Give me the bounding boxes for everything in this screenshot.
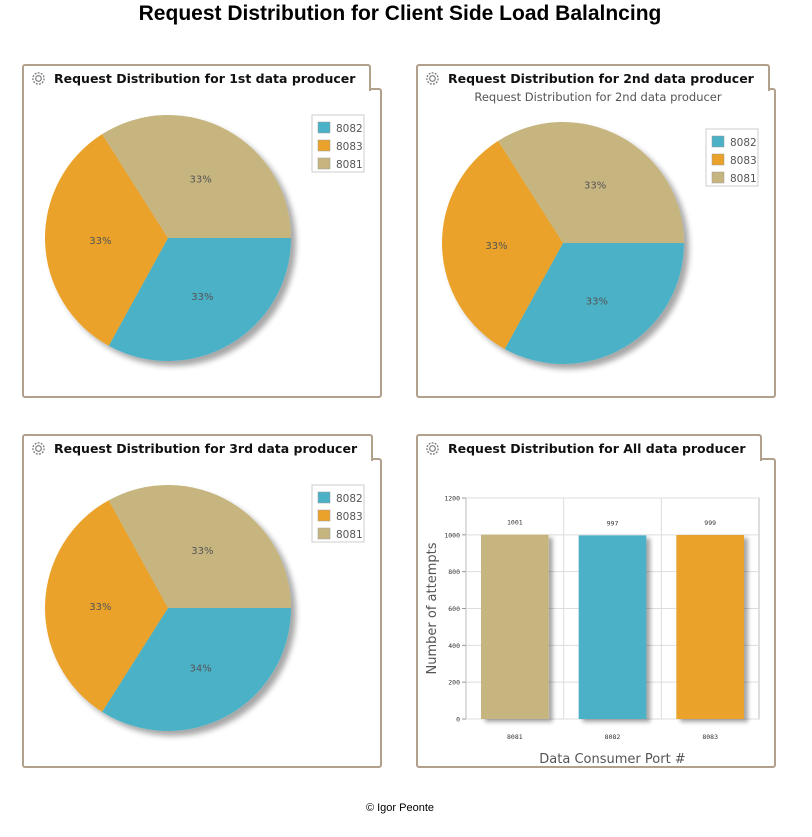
slice-label-8083: 33% <box>89 602 111 613</box>
pie-slice-8081 <box>108 484 292 608</box>
legend-label-8083: 8083 <box>336 141 363 153</box>
legend-label-8082: 8082 <box>336 123 363 135</box>
pie-slice-8083 <box>44 500 168 712</box>
y-tick-label: 1000 <box>444 531 460 539</box>
y-tick-label: 1200 <box>444 495 460 503</box>
gear-icon <box>426 442 439 455</box>
y-tick-label: 800 <box>448 568 460 576</box>
panel-tab[interactable]: Request Distribution for All data produc… <box>416 434 762 461</box>
legend-label-8081: 8081 <box>730 173 757 185</box>
pie-slice-8082 <box>504 243 684 364</box>
legend-label-8082: 8082 <box>336 493 363 505</box>
page-title: Request Distribution for Client Side Loa… <box>138 2 662 25</box>
legend: 8082 8083 8081 <box>311 114 365 173</box>
legend-swatch-8082 <box>317 121 331 134</box>
slice-label-8081: 33% <box>189 175 211 186</box>
pie-slices <box>44 484 292 731</box>
panel-producer-3: Request Distribution for 3rd data produc… <box>22 434 386 768</box>
panel-producer-2: Request Distribution for 2nd data produc… <box>416 64 780 398</box>
panel-title: Request Distribution for All data produc… <box>448 441 746 456</box>
legend-swatch-8083 <box>711 153 725 166</box>
slice-label-8081: 33% <box>584 181 606 192</box>
y-axis-label: Number of attempts <box>425 542 440 674</box>
pie-slice-8083 <box>442 140 563 350</box>
panel-title: Request Distribution for 1st data produc… <box>54 71 356 86</box>
x-tick-label: 8083 <box>702 733 718 741</box>
x-tick-label: 8082 <box>605 733 621 741</box>
pie-chart-1: 33% 33% 33% 8082 8083 8081 <box>44 114 365 362</box>
panel-tab[interactable]: Request Distribution for 2nd data produc… <box>416 64 770 91</box>
bar-8082 <box>578 535 647 719</box>
panel-producer-all: Request Distribution for All data produc… <box>416 434 780 768</box>
slice-label-8082: 33% <box>586 296 608 307</box>
slice-label-8081: 33% <box>191 546 213 557</box>
pie-slice-8082 <box>108 238 292 362</box>
panel-tab[interactable]: Request Distribution for 3rd data produc… <box>22 434 374 461</box>
pie-slices <box>442 122 684 364</box>
pie-slice-8081 <box>102 115 291 238</box>
gear-icon <box>32 442 45 455</box>
bar-chart-all: 0 200 400 600 800 1000 1200 1001 8081 997 8082 999 8… <box>425 495 760 767</box>
legend-label-8082: 8082 <box>730 137 757 149</box>
legend-swatch-8083 <box>317 509 331 522</box>
gear-icon <box>426 72 439 85</box>
legend-swatch-8081 <box>317 157 331 170</box>
pie-slice-8081 <box>498 122 684 243</box>
panel-title: Request Distribution for 2nd data produc… <box>448 71 754 86</box>
y-tick-label: 200 <box>448 679 460 687</box>
legend-label-8083: 8083 <box>336 511 363 523</box>
legend-swatch-8082 <box>317 491 331 504</box>
legend: 8082 8083 8081 <box>705 128 759 187</box>
legend-label-8081: 8081 <box>336 529 363 541</box>
bar-value-label: 999 <box>704 519 716 527</box>
slice-label-8082: 33% <box>191 292 213 303</box>
slice-label-8083: 33% <box>89 236 111 247</box>
panel-title: Request Distribution for 3rd data produc… <box>54 441 358 456</box>
y-tick-label: 400 <box>448 642 460 650</box>
chart-title: Request Distribution for 2nd data produc… <box>474 90 721 104</box>
y-tick-label: 0 <box>456 716 460 724</box>
x-axis-label: Data Consumer Port # <box>539 752 685 767</box>
copyright: © Igor Peonte <box>365 802 435 814</box>
slice-label-8083: 33% <box>485 241 507 252</box>
x-tick-label: 8081 <box>507 733 523 741</box>
legend: 8082 8083 8081 <box>311 484 365 543</box>
panel-producer-1: Request Distribution for 1st data produc… <box>22 64 386 398</box>
pie-slice-8082 <box>102 608 291 731</box>
panel-tab[interactable]: Request Distribution for 1st data produc… <box>22 64 372 91</box>
slice-label-8082: 34% <box>189 663 211 674</box>
legend-swatch-8082 <box>711 135 725 148</box>
legend-label-8083: 8083 <box>730 155 757 167</box>
pie-slice-8083 <box>44 134 168 346</box>
pie-chart-2: Request Distribution for 2nd data produc… <box>442 90 759 364</box>
bar-8083 <box>676 535 744 719</box>
pie-chart-3: 34% 33% 33% 8082 8083 8081 <box>44 484 365 731</box>
y-tick-label: 600 <box>448 605 460 613</box>
gear-icon <box>32 72 45 85</box>
bar-value-label: 1001 <box>507 519 523 527</box>
legend-swatch-8081 <box>711 171 725 184</box>
legend-swatch-8081 <box>317 527 331 540</box>
bar-value-label: 997 <box>607 519 619 527</box>
legend-swatch-8083 <box>317 139 331 152</box>
pie-slices <box>44 115 292 362</box>
legend-label-8081: 8081 <box>336 159 363 171</box>
bar-8081 <box>481 534 549 719</box>
